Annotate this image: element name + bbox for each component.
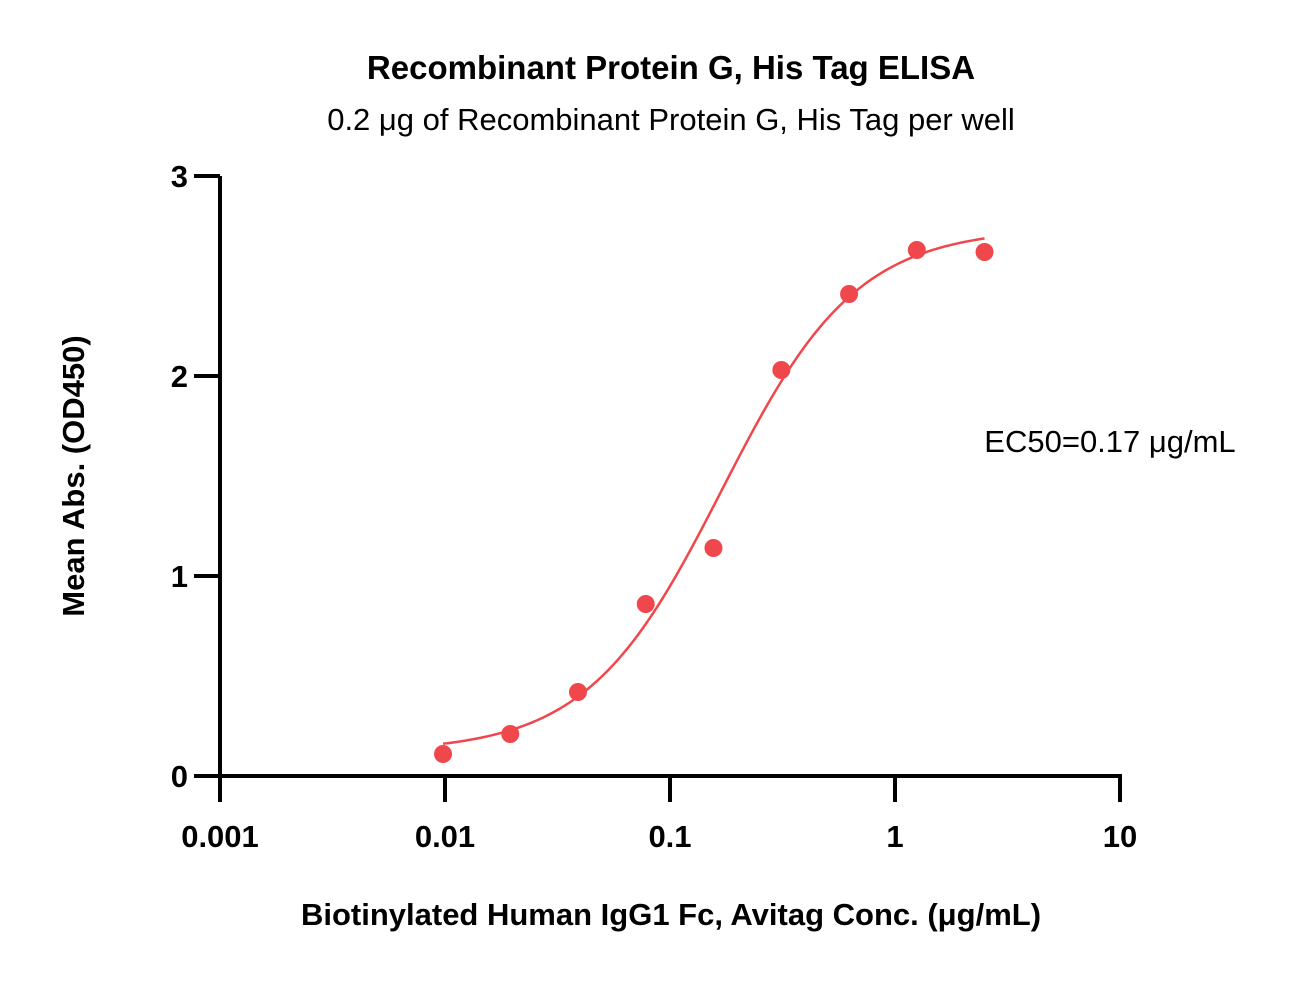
y-axis-label: Mean Abs. (OD450) — [56, 335, 91, 616]
x-tick-label: 10 — [1103, 819, 1137, 854]
data-point — [975, 243, 994, 261]
x-axis-label: Biotinylated Human IgG1 Fc, Avitag Conc.… — [301, 897, 1041, 932]
chart-title: Recombinant Protein G, His Tag ELISA — [367, 49, 975, 86]
x-tick-label: 1 — [886, 819, 903, 854]
y-tick-label: 3 — [171, 159, 188, 194]
data-point — [704, 539, 723, 557]
data-point — [907, 241, 926, 259]
y-tick-label: 2 — [171, 359, 188, 394]
ec50-annotation: EC50=0.17 μg/mL — [984, 424, 1235, 459]
y-tick-label: 1 — [171, 559, 188, 594]
data-point — [501, 725, 520, 743]
x-tick-label: 0.1 — [648, 819, 691, 854]
fit-curve — [442, 237, 985, 746]
y-tick-label: 0 — [171, 759, 188, 794]
data-point — [840, 285, 859, 303]
chart-subtitle: 0.2 μg of Recombinant Protein G, His Tag… — [327, 102, 1015, 137]
data-point — [434, 745, 453, 763]
axes-layer: 0 1 2 3 0.001 0.01 0.1 1 10 — [171, 159, 1137, 854]
x-tick-label: 0.01 — [415, 819, 475, 854]
data-point — [772, 361, 791, 379]
x-tick-label: 0.001 — [181, 819, 259, 854]
data-point — [568, 683, 587, 701]
data-point — [636, 595, 655, 613]
fit-curve-layer — [442, 237, 985, 746]
data-points-layer — [434, 241, 994, 763]
